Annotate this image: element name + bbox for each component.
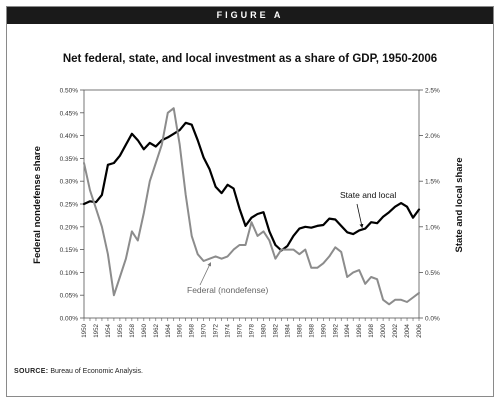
- x-tick-label: 1960: [141, 323, 148, 337]
- y-left-tick-label: 0.20%: [60, 224, 79, 231]
- y-right-tick-label: 1.0%: [425, 224, 440, 231]
- x-tick-label: 1982: [272, 323, 279, 337]
- chart-axes: 0.00% 0.05% 0.10% 0.15% 0.20% 0.25% 0.30% 0.35%…: [60, 88, 440, 338]
- x-tick-label: 1992: [332, 323, 339, 337]
- plot-area-border: [83, 89, 420, 319]
- y-left-tick-label: 0.45%: [60, 110, 79, 117]
- x-tick-label: 1984: [284, 323, 291, 337]
- y-axis-label-right: State and local share: [454, 157, 465, 252]
- x-tick-label: 1958: [129, 323, 136, 337]
- source-label: SOURCE:: [14, 368, 49, 375]
- x-tick-label: 1968: [189, 323, 196, 337]
- y-left-tick-label: 0.00%: [60, 316, 79, 323]
- figure-label-banner: FIGURE A: [7, 7, 493, 24]
- federal-nondefense-line: [83, 107, 420, 306]
- y-left-tick-label: 0.25%: [60, 202, 79, 209]
- x-tick-label: 1980: [260, 323, 267, 337]
- y-left-tick-label: 0.30%: [60, 179, 79, 186]
- y-right-tick-label: 1.5%: [425, 179, 440, 186]
- x-tick-label: 1996: [356, 323, 363, 337]
- y-right-tick-label: 0.0%: [425, 316, 440, 323]
- x-tick-label: 1974: [225, 323, 232, 337]
- x-tick-label: 2000: [380, 323, 387, 337]
- x-tick-label: 1976: [237, 323, 244, 337]
- x-tick-label: 1966: [177, 323, 184, 337]
- x-tick-label: 1970: [201, 323, 208, 337]
- y-right-tick-label: 2.0%: [425, 133, 440, 140]
- x-tick-label: 1954: [105, 323, 112, 337]
- state-local-arrow: [356, 203, 364, 229]
- x-tick-label: 1988: [308, 323, 315, 337]
- state-local-annotation: State and local: [340, 190, 396, 200]
- y-left-tick-label: 0.50%: [60, 88, 79, 95]
- x-tick-label: 1964: [165, 323, 172, 337]
- source-note: SOURCE: Bureau of Economic Analysis.: [14, 368, 143, 375]
- x-tick-label: 1990: [320, 323, 327, 337]
- x-tick-label: 1978: [249, 323, 256, 337]
- x-tick-label: 1994: [344, 323, 351, 337]
- y-left-tick-label: 0.40%: [60, 133, 79, 140]
- chart-annotations: State and local Federal (nondefense): [187, 190, 396, 295]
- y-axis-label-left: Federal nondefense share: [32, 146, 43, 264]
- federal-arrow: [199, 262, 211, 286]
- x-tick-label: 1962: [153, 323, 160, 337]
- x-tick-label: 1956: [117, 323, 124, 337]
- y-left-tick-label: 0.10%: [60, 270, 79, 277]
- chart-title: Net federal, state, and local investment…: [63, 53, 437, 65]
- federal-annotation: Federal (nondefense): [187, 285, 268, 295]
- y-right-tick-label: 2.5%: [425, 88, 440, 95]
- y-left-tick-label: 0.05%: [60, 293, 79, 300]
- state-local-line: [82, 121, 421, 252]
- x-tick-label: 1952: [93, 323, 100, 337]
- y-left-tick-label: 0.35%: [60, 156, 79, 163]
- chart-series: [82, 107, 421, 306]
- y-right-tick-label: 0.5%: [425, 270, 440, 277]
- x-tick-label: 1972: [213, 323, 220, 337]
- x-tick-label: 1986: [296, 323, 303, 337]
- x-tick-label: 2004: [404, 323, 411, 337]
- source-text: Bureau of Economic Analysis.: [50, 368, 143, 375]
- y-left-tick-label: 0.15%: [60, 247, 79, 254]
- x-tick-label: 1950: [81, 323, 88, 337]
- x-tick-label: 1998: [368, 323, 375, 337]
- x-tick-label: 2006: [416, 323, 423, 337]
- x-tick-label: 2002: [392, 323, 399, 337]
